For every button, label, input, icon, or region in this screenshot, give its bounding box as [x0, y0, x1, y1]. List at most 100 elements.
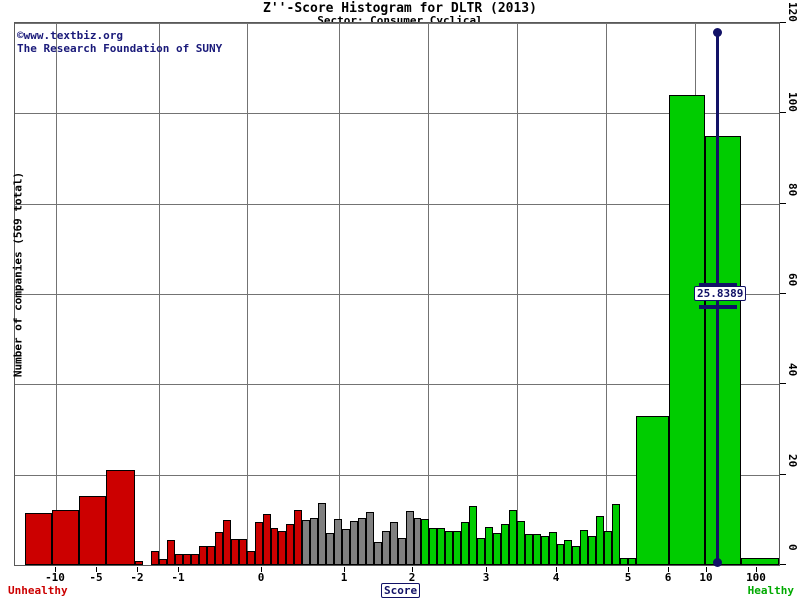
x-axis-tick-label: -2: [130, 571, 144, 584]
y-axis-tick: [780, 564, 786, 565]
credit-line-2: The Research Foundation of SUNY: [17, 42, 223, 55]
histogram-bar: [740, 558, 779, 565]
gridline-horizontal: [15, 294, 779, 295]
x-axis-tick: [96, 567, 97, 572]
histogram-bar: [556, 544, 565, 565]
histogram-bar: [532, 533, 541, 565]
histogram-bar: [183, 553, 192, 565]
y-axis-title: Number of companies (569 total): [11, 171, 25, 378]
histogram-bar: [246, 551, 255, 565]
histogram-bar: [357, 518, 366, 565]
copyright-credit: ©www.textbiz.org The Research Foundation …: [17, 29, 222, 55]
chart-title: Z''-Score Histogram for DLTR (2013): [263, 1, 537, 16]
histogram-bar: [286, 524, 295, 565]
x-axis-tick: [486, 567, 487, 572]
histogram-bar: [238, 538, 247, 565]
x-axis-tick-label: -10: [45, 571, 65, 584]
gridline-vertical: [606, 23, 607, 565]
x-axis-tick-label: 0: [257, 571, 265, 584]
histogram-bars: [15, 23, 779, 565]
y-axis-tick: [780, 383, 786, 385]
histogram-bar: [349, 520, 358, 565]
histogram-bar: [628, 558, 636, 565]
x-axis-tick-label: 4: [552, 571, 560, 584]
histogram-bar: [453, 530, 462, 565]
x-axis-tick: [137, 567, 138, 572]
plot-area: 25.8389: [14, 22, 780, 567]
histogram-bar: [524, 533, 533, 565]
histogram-bar: [469, 506, 478, 565]
histogram-bar: [310, 517, 319, 565]
histogram-bar: [270, 527, 279, 565]
y-axis-tick: [780, 473, 786, 475]
histogram-bar: [604, 531, 613, 565]
x-axis-tick-label: -5: [89, 571, 103, 584]
histogram-bar: [79, 496, 107, 565]
histogram-bar: [477, 537, 486, 565]
histogram-bar: [199, 546, 207, 565]
histogram-bar: [230, 538, 239, 565]
histogram-bar: [365, 511, 374, 565]
histogram-bar: [572, 546, 581, 565]
histogram-bar: [278, 530, 287, 565]
histogram-bar: [302, 519, 311, 565]
credit-line-1: ©www.textbiz.org: [17, 29, 123, 42]
histogram-bar: [516, 520, 525, 565]
healthy-label: Healthy: [747, 584, 794, 597]
gridline-horizontal: [15, 384, 779, 386]
gridline-horizontal: [15, 113, 779, 115]
histogram-bar: [175, 553, 184, 565]
score-axis-label: Score: [381, 583, 421, 598]
histogram-bar: [588, 535, 597, 565]
histogram-bar: [405, 511, 414, 565]
x-axis-tick: [178, 567, 179, 572]
histogram-bar: [135, 560, 144, 565]
x-axis-tick-label: 1: [340, 571, 348, 584]
histogram-bar: [485, 527, 493, 565]
histogram-bar: [421, 519, 430, 565]
histogram-bar: [445, 530, 454, 565]
histogram-bar: [704, 135, 741, 565]
histogram-bar: [508, 510, 517, 565]
histogram-bar: [222, 520, 231, 565]
histogram-bar: [254, 522, 263, 565]
x-axis-tick-label: 10: [699, 571, 713, 584]
histogram-bar: [612, 504, 621, 565]
y-axis-tick: [780, 293, 786, 294]
y-axis-tick-label: 40: [786, 363, 799, 377]
gridline-vertical: [56, 23, 57, 565]
histogram-bar: [540, 536, 549, 565]
x-axis-tick: [556, 567, 557, 572]
x-axis-tick: [756, 567, 757, 572]
histogram-bar: [342, 528, 350, 565]
histogram-bar: [381, 531, 390, 565]
x-axis-tick-label: 3: [482, 571, 490, 584]
histogram-bar: [159, 558, 168, 565]
histogram-bar: [106, 470, 136, 565]
x-axis-tick-label: 100: [746, 571, 766, 584]
x-axis-tick-label: -1: [171, 571, 185, 584]
histogram-bar: [318, 503, 327, 565]
histogram-bar: [596, 515, 605, 565]
y-axis-tick-label: 0: [786, 544, 799, 551]
gridline-vertical: [428, 23, 429, 565]
histogram-bar: [669, 95, 705, 565]
histogram-bar: [373, 541, 382, 565]
y-axis-tick-label: 20: [786, 453, 799, 467]
histogram-bar: [326, 533, 335, 565]
histogram-bar: [334, 518, 343, 565]
gridline-horizontal: [15, 203, 779, 205]
histogram-bar: [52, 509, 80, 565]
unhealthy-label: Unhealthy: [8, 584, 68, 597]
x-axis-tick: [344, 567, 345, 572]
x-axis-tick-label: 5: [624, 571, 632, 584]
x-axis-tick: [668, 567, 669, 572]
gridline-horizontal: [15, 23, 779, 24]
histogram-bar: [294, 509, 303, 565]
histogram-bar: [214, 531, 223, 565]
histogram-bar: [564, 539, 573, 565]
histogram-bar: [24, 513, 53, 565]
y-axis-tick: [780, 202, 786, 204]
gridline-vertical: [159, 23, 160, 565]
